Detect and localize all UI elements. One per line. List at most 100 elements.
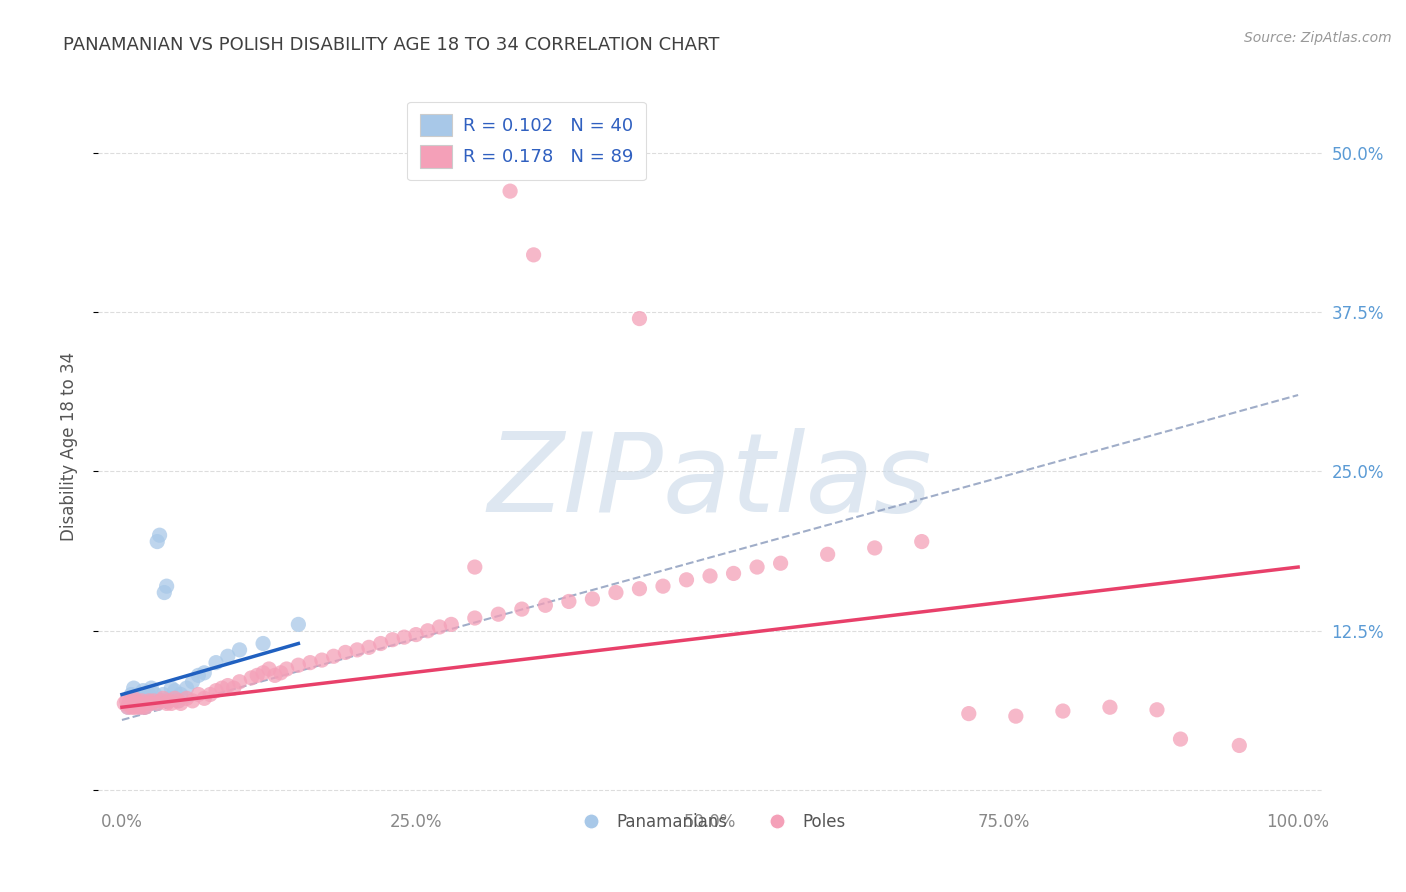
- Point: [122, 694, 145, 708]
- Point: [127, 697, 149, 711]
- Point: [170, 697, 193, 711]
- Point: [187, 668, 209, 682]
- Point: [263, 668, 285, 682]
- Point: [124, 697, 146, 711]
- Point: [464, 560, 486, 574]
- Point: [142, 694, 165, 708]
- Point: [287, 617, 309, 632]
- Point: [122, 681, 145, 695]
- Point: [1170, 732, 1192, 747]
- Point: [120, 694, 142, 708]
- Point: [628, 311, 651, 326]
- Point: [957, 706, 980, 721]
- Point: [510, 602, 533, 616]
- Point: [129, 697, 152, 711]
- Point: [149, 694, 172, 708]
- Point: [134, 700, 156, 714]
- Point: [141, 697, 163, 711]
- Point: [287, 658, 309, 673]
- Point: [440, 617, 463, 632]
- Point: [628, 582, 651, 596]
- Point: [699, 569, 721, 583]
- Point: [392, 630, 415, 644]
- Point: [152, 691, 174, 706]
- Point: [257, 662, 280, 676]
- Point: [605, 585, 627, 599]
- Point: [170, 688, 193, 702]
- Point: [146, 697, 169, 711]
- Point: [134, 697, 156, 711]
- Point: [117, 700, 139, 714]
- Point: [817, 547, 839, 561]
- Point: [205, 656, 228, 670]
- Point: [405, 627, 427, 641]
- Point: [138, 688, 160, 702]
- Point: [129, 694, 152, 708]
- Point: [499, 184, 522, 198]
- Point: [125, 700, 148, 714]
- Point: [581, 591, 603, 606]
- Point: [523, 248, 546, 262]
- Point: [217, 679, 239, 693]
- Point: [115, 694, 138, 708]
- Point: [149, 528, 172, 542]
- Point: [187, 688, 209, 702]
- Point: [128, 700, 150, 714]
- Point: [157, 694, 180, 708]
- Point: [143, 688, 166, 702]
- Point: [357, 640, 380, 655]
- Point: [122, 691, 145, 706]
- Point: [240, 671, 263, 685]
- Point: [128, 688, 150, 702]
- Point: [120, 700, 142, 714]
- Point: [128, 700, 150, 714]
- Point: [146, 697, 169, 711]
- Point: [127, 694, 149, 708]
- Point: [381, 632, 404, 647]
- Point: [153, 585, 176, 599]
- Point: [157, 691, 180, 706]
- Point: [181, 694, 204, 708]
- Point: [464, 611, 486, 625]
- Point: [132, 700, 155, 714]
- Point: [222, 681, 245, 695]
- Point: [652, 579, 675, 593]
- Point: [132, 683, 155, 698]
- Point: [152, 688, 174, 702]
- Point: [769, 556, 792, 570]
- Point: [246, 668, 269, 682]
- Point: [486, 607, 509, 622]
- Point: [160, 681, 183, 695]
- Point: [416, 624, 439, 638]
- Point: [167, 694, 190, 708]
- Point: [118, 697, 141, 711]
- Y-axis label: Disability Age 18 to 34: Disability Age 18 to 34: [59, 351, 77, 541]
- Point: [176, 691, 198, 706]
- Point: [534, 599, 557, 613]
- Point: [136, 697, 159, 711]
- Point: [346, 643, 368, 657]
- Point: [1098, 700, 1121, 714]
- Point: [117, 700, 139, 714]
- Point: [146, 534, 169, 549]
- Point: [163, 683, 186, 698]
- Point: [131, 694, 153, 708]
- Point: [112, 697, 135, 711]
- Point: [121, 697, 143, 711]
- Point: [136, 691, 159, 706]
- Point: [122, 700, 145, 714]
- Point: [322, 649, 344, 664]
- Point: [558, 594, 581, 608]
- Point: [911, 534, 934, 549]
- Point: [228, 643, 250, 657]
- Point: [131, 697, 153, 711]
- Point: [134, 694, 156, 708]
- Point: [141, 697, 163, 711]
- Point: [745, 560, 768, 574]
- Point: [370, 636, 392, 650]
- Point: [723, 566, 745, 581]
- Point: [167, 694, 190, 708]
- Point: [198, 688, 221, 702]
- Point: [120, 688, 142, 702]
- Point: [141, 681, 163, 695]
